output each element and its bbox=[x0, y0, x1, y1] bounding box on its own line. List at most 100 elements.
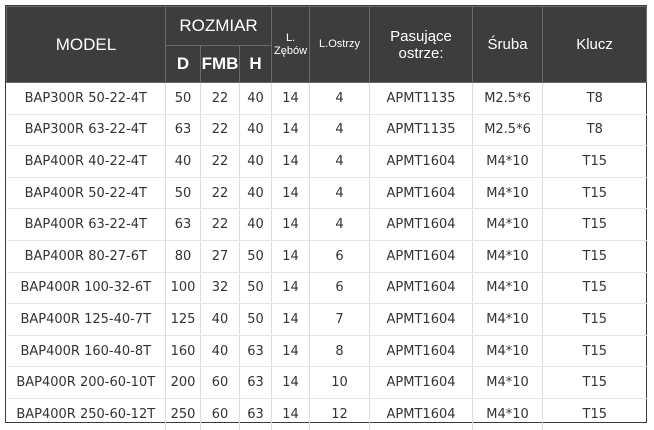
cell-sruba: M4*10 bbox=[472, 303, 544, 336]
cell-ostrze: APMT1604 bbox=[369, 398, 474, 430]
cell-h: 40 bbox=[239, 208, 273, 241]
cell-klucz: T15 bbox=[542, 366, 647, 399]
table-header: MODEL ROZMIAR L. Zębów L.Ostrzy Pasujące… bbox=[6, 6, 648, 83]
cell-fmb: 22 bbox=[200, 82, 240, 115]
cell-klucz: T15 bbox=[542, 272, 647, 305]
cell-klucz: T15 bbox=[582, 406, 608, 422]
cell-h: 63 bbox=[239, 335, 273, 368]
cell-zebow: 14 bbox=[271, 145, 311, 178]
table-row: BAP400R 50-22-4T 50 22 40 14 4 APMT1604 M4*10 T1… bbox=[6, 177, 647, 210]
cell-ostrzy: 4 bbox=[309, 145, 371, 178]
table-row: BAP400R 40-22-4T 40 22 40 14 4 APMT1604 M4*10 T1… bbox=[6, 145, 647, 178]
cell-d: 40 bbox=[165, 145, 201, 178]
cell-d: 50 bbox=[165, 82, 201, 115]
cell-d: 100 bbox=[165, 272, 201, 305]
cell-model: BAP400R 63-22-4T bbox=[6, 208, 166, 241]
cell-ostrzy: 8 bbox=[309, 335, 371, 368]
cell-h: 40 bbox=[239, 177, 273, 210]
cell-model: BAP400R 50-22-4T bbox=[6, 177, 166, 210]
header-zebow-line1: L. bbox=[285, 31, 296, 44]
cell-fmb: 32 bbox=[200, 272, 240, 305]
cell-sruba: M4*10 bbox=[472, 335, 544, 368]
header-d: D bbox=[165, 45, 201, 83]
cell-fmb: 22 bbox=[200, 114, 240, 147]
cell-model: BAP400R 80-27-6T bbox=[6, 240, 166, 273]
cell-klucz: T15 bbox=[542, 145, 647, 178]
cell-fmb: 22 bbox=[200, 145, 240, 178]
cell-ostrze: APMT1604 bbox=[369, 366, 474, 399]
cell-klucz: T8 bbox=[542, 82, 647, 115]
cell-ostrze: APMT1135 bbox=[369, 114, 474, 147]
header-klucz: Klucz bbox=[542, 6, 648, 83]
table-row: BAP400R 63-22-4T 63 22 40 14 4 APMT1604 M4*10 T1… bbox=[6, 208, 647, 241]
cell-klucz: T15 bbox=[542, 303, 647, 336]
table-row: BAP400R 200-60-10T 200 60 63 14 10 APMT1604 M4*… bbox=[6, 366, 647, 399]
header-pasujace-line1: Pasujące bbox=[390, 27, 452, 45]
cell-zebow: 14 bbox=[271, 240, 311, 273]
header-fmb: FMB bbox=[200, 45, 240, 83]
cell-model: BAP400R 40-22-4T bbox=[6, 145, 166, 178]
cell-d: 63 bbox=[165, 114, 201, 147]
cell-ostrze: APMT1604 bbox=[369, 240, 474, 273]
cell-model: BAP400R 200-60-10T bbox=[6, 366, 166, 399]
cell-zebow: 14 bbox=[271, 272, 311, 305]
cell-d: 50 bbox=[165, 177, 201, 210]
cell-fmb: 40 bbox=[200, 335, 240, 368]
cell-klucz: T15 bbox=[542, 240, 647, 273]
table-row: BAP400R 160-40-8T 160 40 63 14 8 APMT1604 M4*10… bbox=[6, 335, 647, 368]
header-model: MODEL bbox=[6, 6, 166, 83]
cell-model: BAP400R 125-40-7T bbox=[6, 303, 166, 336]
cell-d: 250 bbox=[165, 398, 201, 430]
cell-d: 125 bbox=[165, 303, 201, 336]
cell-ostrze: APMT1604 bbox=[369, 177, 474, 210]
header-h: H bbox=[238, 45, 273, 83]
cell-zebow: 14 bbox=[271, 366, 311, 399]
header-pasujace-line2: ostrze: bbox=[398, 44, 444, 62]
cell-h: 40 bbox=[239, 82, 273, 115]
cell-zebow: 14 bbox=[271, 303, 311, 336]
cell-ostrze: APMT1135 bbox=[369, 82, 474, 115]
cell-fmb: 27 bbox=[200, 240, 240, 273]
cell-sruba: M4*10 bbox=[472, 366, 544, 399]
cell-model: BAP300R 63-22-4T bbox=[6, 114, 166, 147]
cell-sruba: M4*10 bbox=[472, 145, 544, 178]
cell-h: 50 bbox=[239, 240, 273, 273]
cell-ostrzy: 12 bbox=[309, 398, 371, 430]
cell-klucz: T15 bbox=[542, 208, 647, 241]
table-row: BAP400R 80-27-6T 80 27 50 14 6 APMT1604 M4*10 T1… bbox=[6, 240, 647, 273]
cell-ostrzy: 6 bbox=[309, 272, 371, 305]
cell-sruba: M4*10 bbox=[472, 240, 544, 273]
cell-zebow: 14 bbox=[271, 335, 311, 368]
cell-klucz: T15 bbox=[542, 335, 647, 368]
header-zebow-line2: Zębów bbox=[274, 44, 308, 57]
header-pasujace-ostrze: Pasujące ostrze: bbox=[369, 6, 474, 83]
spec-table: MODEL ROZMIAR L. Zębów L.Ostrzy Pasujące… bbox=[6, 6, 648, 430]
cell-fmb: 60 bbox=[200, 398, 240, 430]
cell-ostrzy: 4 bbox=[309, 114, 371, 147]
table-row: BAP400R 100-32-6T 100 32 50 14 6 APMT1604 M4*10… bbox=[6, 272, 647, 305]
cell-h: 40 bbox=[239, 145, 273, 178]
cell-h: 40 bbox=[239, 114, 273, 147]
cell-sruba: M4*10 bbox=[472, 208, 544, 241]
cell-zebow: 14 bbox=[271, 398, 311, 430]
cell-d: 200 bbox=[165, 366, 201, 399]
cell-zebow: 14 bbox=[271, 82, 311, 115]
cell-zebow: 14 bbox=[271, 114, 311, 147]
cell-model: BAP300R 50-22-4T bbox=[6, 82, 166, 115]
cell-model: BAP400R 160-40-8T bbox=[6, 335, 166, 368]
table-row: BAP400R 250-60-12T 250 60 63 14 12 APMT1604 M4*… bbox=[6, 398, 647, 430]
cell-klucz: T15 bbox=[542, 177, 647, 210]
header-ostrzy: L.Ostrzy bbox=[309, 6, 371, 83]
cell-ostrzy: 4 bbox=[309, 177, 371, 210]
cell-sruba: M4*10 bbox=[472, 272, 544, 305]
cell-zebow: 14 bbox=[271, 177, 311, 210]
cell-d: 80 bbox=[165, 240, 201, 273]
cell-sruba: M4*10 bbox=[472, 177, 544, 210]
cell-fmb: 60 bbox=[200, 366, 240, 399]
cell-zebow: 14 bbox=[271, 208, 311, 241]
cell-fmb: 22 bbox=[200, 177, 240, 210]
cell-ostrze: APMT1604 bbox=[369, 303, 474, 336]
header-sruba: Śruba bbox=[472, 6, 544, 83]
table-row: BAP400R 125-40-7T 125 40 50 14 7 APMT1604 M4*10… bbox=[6, 303, 647, 336]
cell-sruba: M4*10 bbox=[472, 398, 544, 430]
